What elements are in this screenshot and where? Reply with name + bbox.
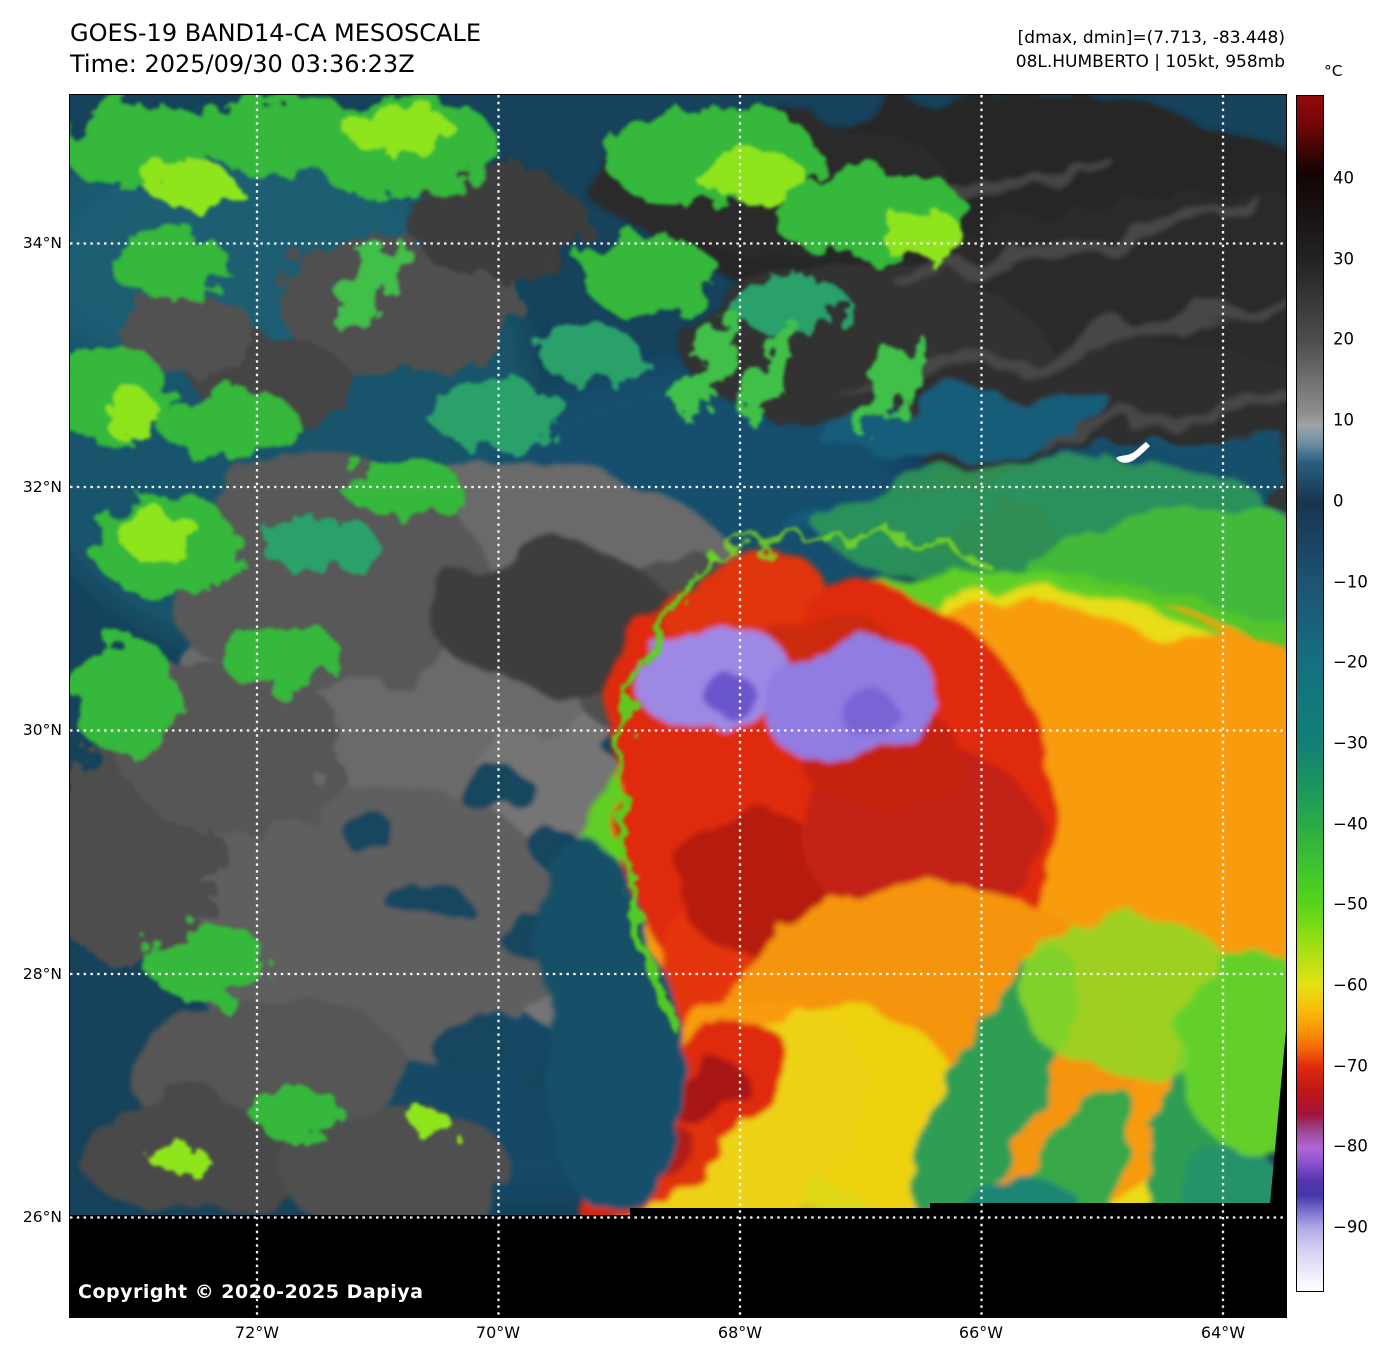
storm-annotation: 08L.HUMBERTO | 105kt, 958mb bbox=[1015, 52, 1285, 72]
lon-label-72w: 72°W bbox=[234, 1323, 280, 1342]
satellite-plot: Copyright © 2020-2025 Dapiya bbox=[69, 94, 1287, 1318]
title-block: GOES-19 BAND14-CA MESOSCALE Time: 2025/0… bbox=[70, 18, 481, 80]
gridlines bbox=[70, 95, 1286, 1317]
colorbar-ticks: 40 30 20 10 0 −10 −20 −30 −40 −50 −60 −70 −80 −90 bbox=[1333, 95, 1389, 1290]
page-title: GOES-19 BAND14-CA MESOSCALE bbox=[70, 19, 481, 47]
timestamp: Time: 2025/09/30 03:36:23Z bbox=[70, 50, 415, 78]
colorbar-unit-label: °C bbox=[1324, 62, 1343, 80]
colorbar-gradient bbox=[1296, 95, 1324, 1292]
no-data-mask bbox=[70, 1030, 1286, 1317]
colorbar-tick-label: 0 bbox=[1333, 491, 1344, 511]
colorbar-tick-label: −50 bbox=[1333, 894, 1368, 914]
lat-label-28n: 28°N bbox=[22, 965, 62, 983]
lon-label-66w: 66°W bbox=[958, 1323, 1004, 1342]
bermuda-island bbox=[1116, 442, 1150, 463]
colorbar-tick-label: −20 bbox=[1333, 652, 1368, 672]
colorbar-tick-label: −60 bbox=[1333, 975, 1368, 995]
satellite-image bbox=[70, 95, 1286, 1317]
colorbar-tick-label: −40 bbox=[1333, 814, 1368, 834]
hurricane-layer bbox=[540, 553, 1286, 1295]
colorbar-tick-label: 40 bbox=[1333, 168, 1354, 188]
colorbar-tick-label: −90 bbox=[1333, 1217, 1368, 1237]
lat-label-30n: 30°N bbox=[22, 721, 62, 739]
colorbar-tick-label: 20 bbox=[1333, 329, 1354, 349]
hurricane-rim bbox=[617, 530, 992, 1038]
copyright-text: Copyright © 2020-2025 Dapiya bbox=[78, 1281, 424, 1303]
green-cloud-layer bbox=[70, 95, 970, 1285]
lat-label-26n: 26°N bbox=[22, 1208, 62, 1226]
lat-label-34n: 34°N bbox=[22, 234, 62, 252]
lon-label-64w: 64°W bbox=[1200, 1323, 1246, 1342]
colorbar-tick-label: −10 bbox=[1333, 572, 1368, 591]
range-annotation: [dmax, dmin]=(7.713, -83.448) bbox=[1017, 28, 1285, 48]
lat-label-32n: 32°N bbox=[22, 478, 62, 496]
colorbar-tick-label: −30 bbox=[1333, 733, 1368, 753]
colorbar-tick-label: 30 bbox=[1333, 249, 1354, 269]
lon-label-68w: 68°W bbox=[717, 1323, 763, 1342]
lon-label-70w: 70°W bbox=[475, 1323, 521, 1342]
colorbar-tick-label: 10 bbox=[1333, 410, 1354, 430]
annotation-block: [dmax, dmin]=(7.713, -83.448) 08L.HUMBER… bbox=[1016, 26, 1285, 74]
colorbar-tick-label: −80 bbox=[1333, 1136, 1368, 1156]
colorbar-tick-label: −70 bbox=[1333, 1056, 1368, 1076]
